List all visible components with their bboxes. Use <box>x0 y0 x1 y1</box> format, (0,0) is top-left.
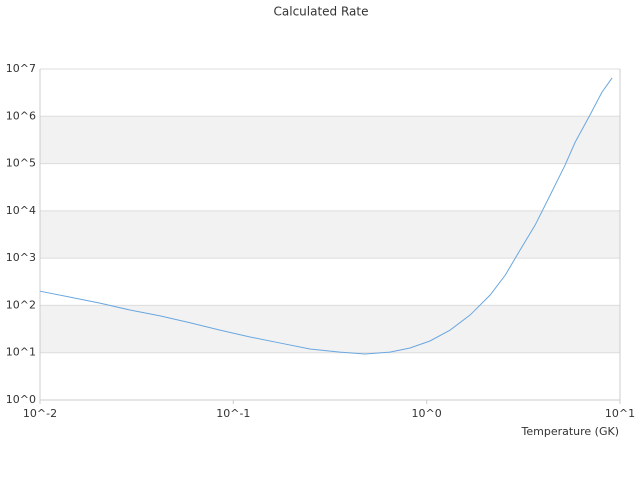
y-tick-label: 10^5 <box>6 157 36 170</box>
x-axis-label: Temperature (GK) <box>521 425 620 438</box>
x-tick-label: 10^-1 <box>216 407 250 420</box>
x-tick-label: 10^1 <box>605 407 635 420</box>
data-line <box>39 77 613 355</box>
y-tick-label: 10^0 <box>6 393 36 406</box>
x-tick-label: 10^-2 <box>23 407 57 420</box>
y-tick-label: 10^6 <box>6 109 36 122</box>
y-tick-label: 10^2 <box>6 298 36 311</box>
y-tick-label: 10^3 <box>6 251 36 264</box>
chart-title: Calculated Rate <box>274 5 369 19</box>
y-tick-label: 10^1 <box>6 346 36 359</box>
x-tick-label: 10^0 <box>412 407 442 420</box>
grid-band <box>40 305 620 353</box>
y-tick-label: 10^4 <box>6 204 36 217</box>
y-tick-label: 10^7 <box>6 62 36 75</box>
grid-band <box>40 116 620 164</box>
grid-band <box>40 210 620 259</box>
